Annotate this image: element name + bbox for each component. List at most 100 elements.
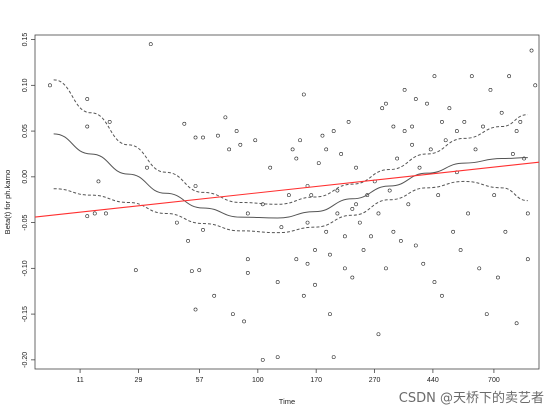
data-point (354, 165, 358, 170)
data-point (294, 257, 299, 262)
data-point (357, 220, 362, 225)
data-point (301, 293, 306, 298)
data-point (402, 88, 407, 92)
data-point (148, 42, 153, 47)
data-point (361, 248, 366, 252)
data-point (499, 110, 504, 115)
data-point (350, 275, 355, 280)
data-point (458, 248, 463, 252)
x-tick-label: 57 (196, 377, 204, 384)
data-point (406, 202, 411, 207)
data-point (331, 129, 336, 133)
data-point (133, 268, 138, 273)
data-point (462, 120, 467, 124)
data-point (324, 147, 329, 152)
smooth-line (53, 133, 528, 219)
data-point (245, 271, 250, 275)
data-point (328, 252, 332, 257)
data-point (413, 243, 418, 248)
data-point (301, 92, 306, 97)
data-point (391, 124, 396, 129)
data-point (492, 193, 497, 198)
data-point (428, 147, 433, 152)
data-point (335, 188, 340, 193)
data-point (484, 312, 489, 316)
data-point (223, 115, 228, 120)
data-point (440, 293, 444, 298)
data-point (201, 228, 205, 232)
data-point (305, 220, 310, 225)
data-point (398, 238, 403, 243)
data-point (294, 156, 299, 161)
data-point (380, 106, 385, 111)
scatter-points (48, 42, 538, 362)
data-point (279, 225, 284, 230)
data-point (313, 282, 317, 287)
y-tick-label: -0.05 (22, 215, 29, 231)
data-point (432, 74, 437, 79)
y-tick-label: 0.05 (22, 124, 29, 138)
plot-frame (34, 34, 540, 370)
data-point (242, 319, 246, 324)
data-point (402, 129, 407, 133)
x-tick-label: 170 (310, 377, 322, 384)
data-point (346, 120, 351, 124)
data-point (350, 206, 355, 211)
data-point (469, 74, 474, 79)
data-point (410, 124, 414, 129)
x-tick-label: 440 (427, 377, 439, 384)
y-tick-label: 0.00 (22, 170, 29, 184)
watermark-text: CSDN @天桥下的卖艺者 (399, 390, 544, 406)
data-point (514, 129, 519, 133)
data-point (481, 124, 485, 129)
data-point (387, 188, 392, 193)
data-point (48, 83, 52, 88)
data-point (245, 211, 250, 216)
data-point (186, 238, 190, 243)
data-point (384, 266, 388, 271)
data-point (197, 268, 202, 273)
data-point (413, 97, 418, 101)
data-point (436, 193, 441, 198)
x-tick-label: 700 (488, 377, 500, 384)
data-point (496, 275, 500, 280)
data-point (339, 152, 344, 156)
data-point (328, 312, 332, 316)
data-point (286, 193, 291, 198)
data-point (525, 211, 530, 216)
data-point (268, 165, 273, 170)
data-point (320, 133, 325, 138)
data-point (354, 202, 358, 207)
fit-line (34, 161, 540, 218)
data-point (395, 156, 400, 161)
data-point (145, 165, 149, 170)
data-point (234, 129, 239, 133)
data-point (522, 156, 526, 161)
y-axis-title: Beta(t) for ph.karno (3, 170, 12, 235)
data-point (477, 266, 482, 271)
data-point (305, 261, 310, 266)
data-point (533, 83, 538, 88)
data-point (443, 138, 448, 143)
data-point (107, 120, 112, 124)
data-point (275, 355, 280, 360)
data-point (425, 101, 429, 106)
data-point (96, 179, 101, 184)
data-point (85, 214, 90, 219)
data-point (507, 74, 512, 79)
y-tick-label: -0.15 (22, 306, 29, 322)
data-point (514, 321, 519, 326)
y-tick-label: -0.10 (22, 260, 29, 276)
data-point (503, 229, 508, 234)
data-point (466, 211, 470, 216)
data-point (432, 280, 437, 284)
data-point (376, 332, 381, 337)
x-tick-label: 11 (76, 377, 83, 384)
confidence-band-line (53, 79, 528, 205)
data-point (227, 147, 232, 152)
data-point (104, 211, 108, 216)
data-point (421, 261, 426, 266)
data-point (313, 248, 317, 252)
y-axis: -0.20 -0.15 -0.10 -0.05 0.00 0.05 0.10 0.15 (22, 33, 35, 368)
